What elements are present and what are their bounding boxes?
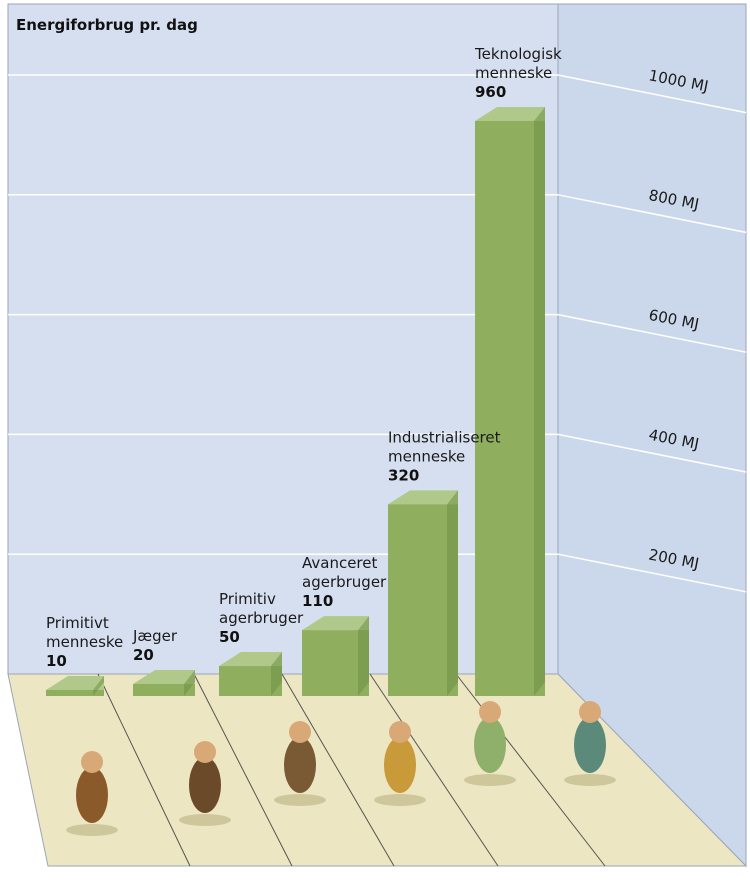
- figure-shadow: [274, 794, 326, 806]
- category-label: Teknologisk: [474, 45, 562, 63]
- category-label: Primitiv: [219, 590, 276, 608]
- value-label: 20: [133, 646, 154, 664]
- grid-lines: [8, 74, 747, 593]
- hunter-figure: [179, 741, 231, 826]
- side-grid-line: [557, 313, 747, 353]
- bar-shade: [93, 676, 104, 696]
- value-label: 110: [302, 592, 333, 610]
- figure-body: [384, 737, 416, 793]
- category-label: agerbruger: [302, 573, 387, 591]
- floor-divider: [193, 673, 293, 867]
- bar-front: [133, 684, 195, 696]
- category-label: agerbruger: [219, 609, 304, 627]
- floor-divider: [97, 673, 191, 867]
- bar-5: [475, 106, 545, 696]
- figure-head: [194, 741, 216, 763]
- figure-head: [81, 751, 103, 773]
- bar-top: [46, 676, 104, 690]
- bar-1: [133, 670, 195, 696]
- floor-divider: [281, 673, 395, 867]
- side-grid-line: [557, 433, 747, 473]
- bar-4: [388, 490, 458, 696]
- figure-body: [474, 717, 506, 773]
- value-label: 10: [46, 652, 67, 670]
- figure-head: [579, 701, 601, 723]
- bars: [46, 106, 545, 696]
- category-label: menneske: [475, 64, 552, 82]
- figure-body: [189, 757, 221, 813]
- figure-shadow: [66, 824, 118, 836]
- bar-top: [302, 616, 369, 631]
- bar-front: [46, 690, 104, 696]
- side-grid-line: [557, 194, 747, 234]
- value-label: 320: [388, 466, 419, 484]
- category-label: Industrialiseret: [388, 428, 501, 446]
- bar-shade: [534, 106, 545, 696]
- value-label: 960: [475, 83, 506, 101]
- floor-dividers: [97, 673, 606, 867]
- back-wall: [7, 3, 559, 675]
- side-grid-line: [557, 553, 747, 593]
- ape-figure: [66, 751, 118, 836]
- category-label: Avanceret: [302, 554, 377, 572]
- category-label: menneske: [388, 447, 465, 465]
- figure-body: [574, 717, 606, 773]
- figure-head: [289, 721, 311, 743]
- category-labels: Primitivtmenneske10Jæger20Primitivagerbr…: [46, 45, 562, 670]
- bar-shade: [358, 616, 369, 696]
- bar-front: [302, 630, 369, 696]
- bar-0: [46, 676, 104, 696]
- figure-head: [389, 721, 411, 743]
- figure-shadow: [179, 814, 231, 826]
- figure-head: [479, 701, 501, 723]
- office-worker-figure: [564, 701, 616, 786]
- bar-shade: [184, 670, 195, 696]
- category-label: menneske: [46, 633, 123, 651]
- bar-shade: [271, 652, 282, 696]
- bar-top: [388, 490, 458, 505]
- bar-front: [475, 120, 545, 696]
- category-label: Jæger: [132, 627, 178, 645]
- bar-top: [475, 106, 545, 121]
- illustrations: [66, 701, 616, 836]
- floor-divider: [369, 673, 499, 867]
- figure-body: [76, 767, 108, 823]
- farmer-ox-figure: [274, 721, 326, 806]
- figure-shadow: [464, 774, 516, 786]
- category-label: Primitivt: [46, 614, 109, 632]
- value-label: 50: [219, 628, 240, 646]
- bar-3: [302, 616, 369, 696]
- figure-shadow: [564, 774, 616, 786]
- factory-worker-figure: [464, 701, 516, 786]
- bar-front: [388, 504, 458, 696]
- bar-top: [133, 670, 195, 685]
- windmill-horse-figure: [374, 721, 426, 806]
- side-grid-line: [557, 74, 747, 114]
- figure-shadow: [374, 794, 426, 806]
- chart-title: Energiforbrug pr. dag: [16, 16, 198, 34]
- bar-shade: [447, 490, 458, 696]
- bar-2: [219, 652, 282, 696]
- bar-top: [219, 652, 282, 667]
- figure-body: [284, 737, 316, 793]
